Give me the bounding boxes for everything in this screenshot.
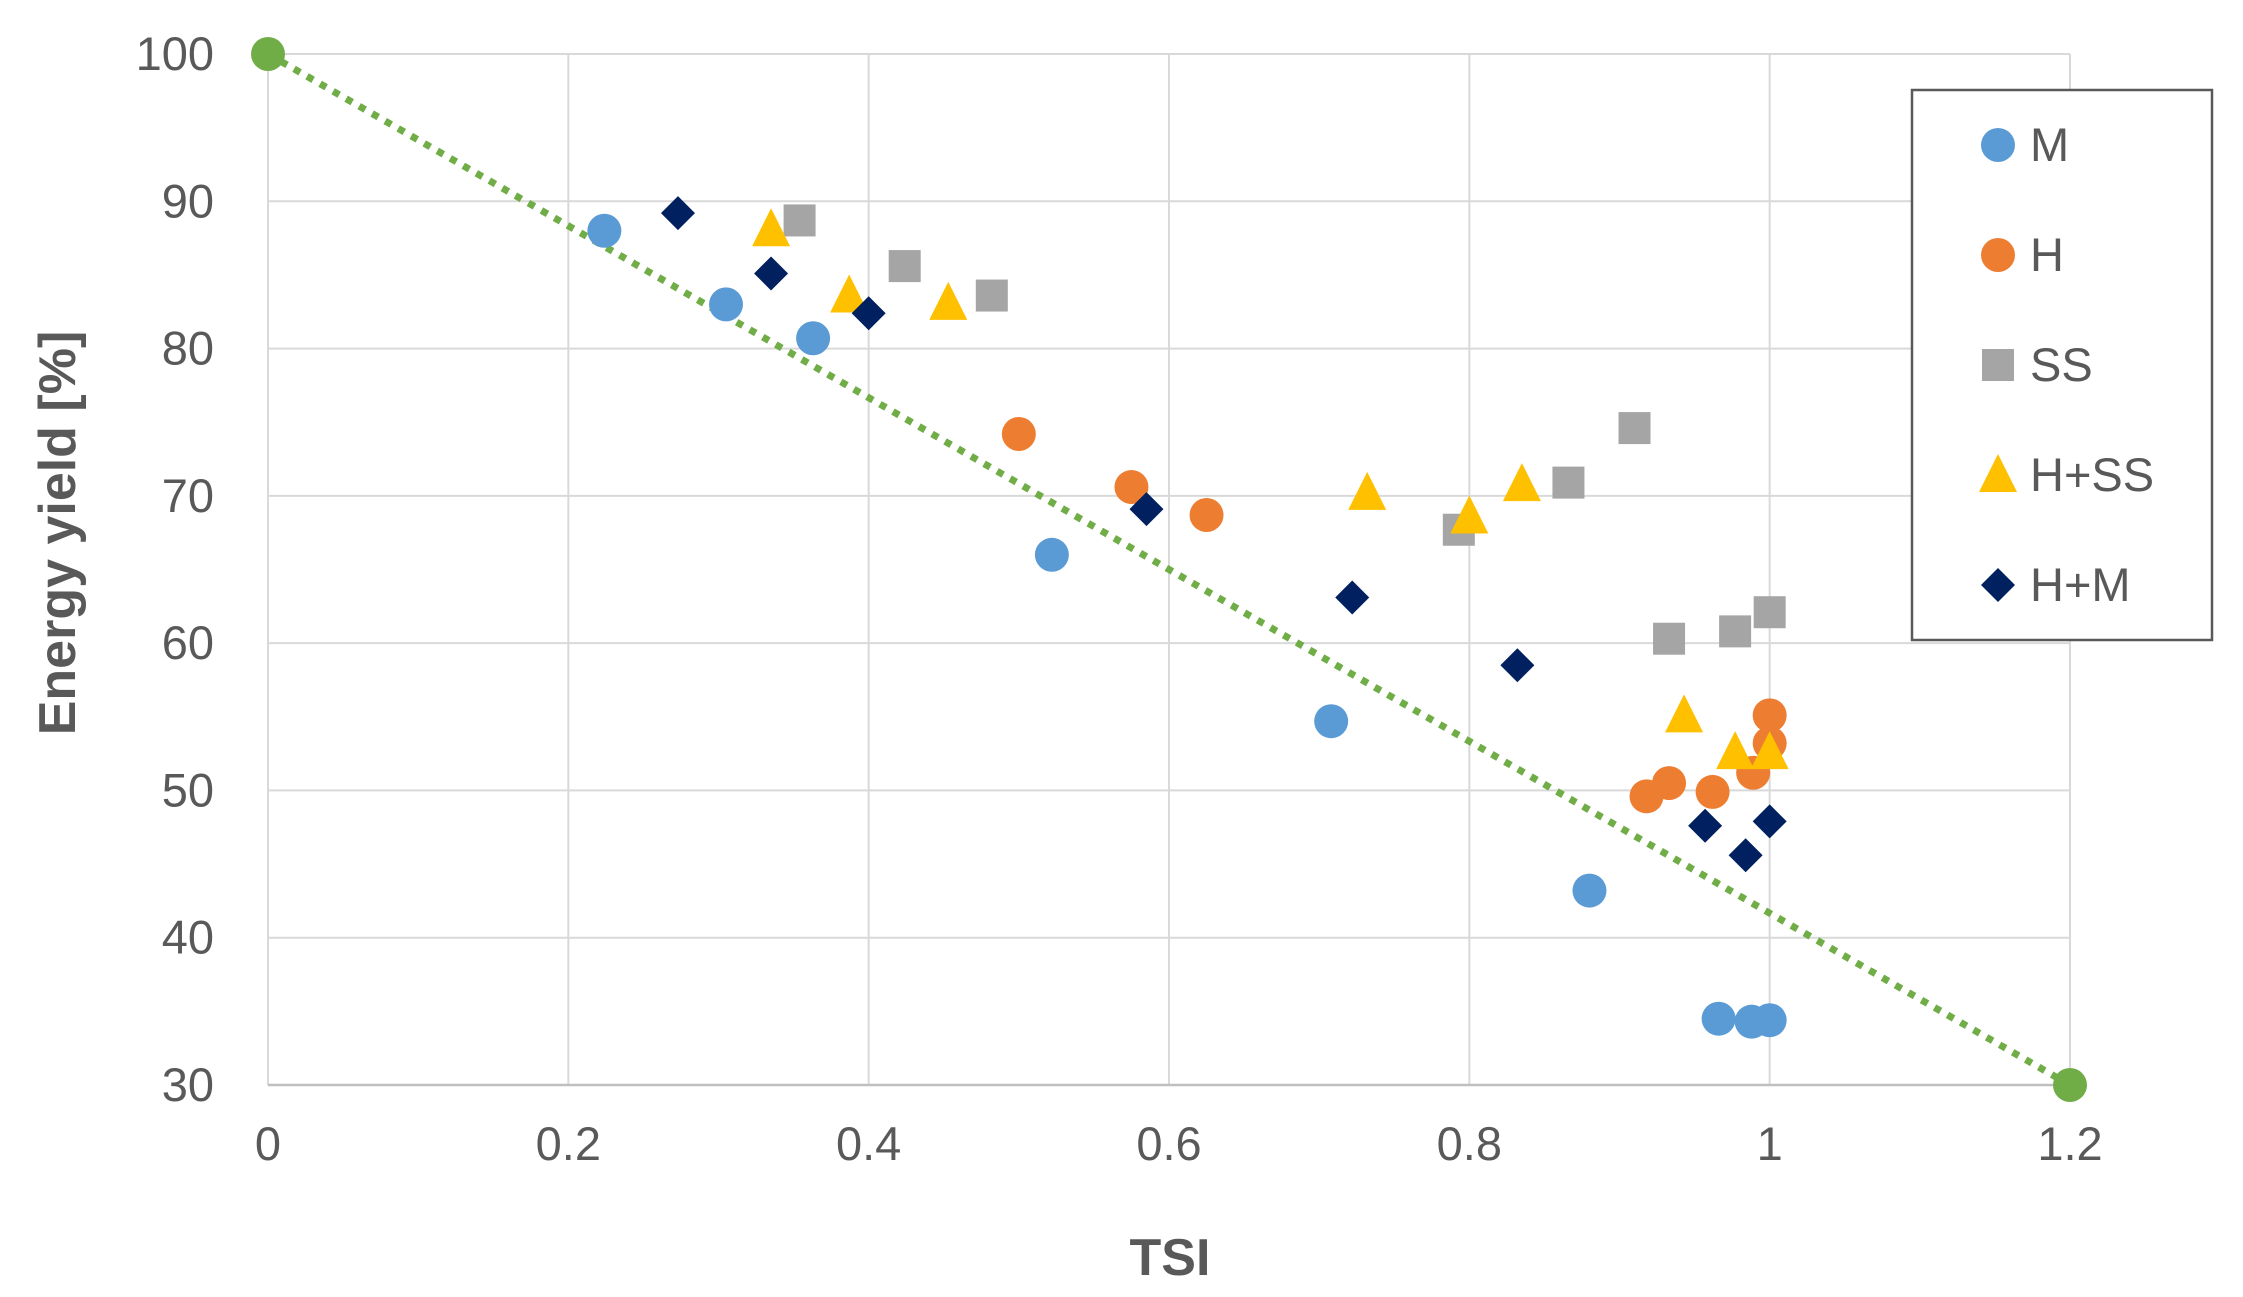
x-tick-label: 1 — [1757, 1117, 1783, 1170]
y-tick-label: 50 — [162, 763, 214, 816]
point-ss — [1753, 596, 1786, 629]
x-tick-label: 0 — [255, 1117, 281, 1170]
point-m — [1572, 873, 1607, 908]
legend: M H SS H+SS H+M — [1910, 88, 2214, 642]
point-h-plus-m — [1728, 838, 1763, 873]
point-h-plus-m — [1335, 580, 1370, 615]
y-tick-label: 60 — [162, 616, 214, 669]
trendline-endpoint — [251, 37, 285, 71]
point-h — [1001, 416, 1036, 451]
y-tick-label: 70 — [162, 469, 214, 522]
point-h-plus-ss — [1348, 471, 1387, 510]
point-h-plus-m — [851, 296, 886, 331]
point-h-plus-m — [660, 196, 695, 231]
x-tick-label: 0.4 — [836, 1117, 901, 1170]
x-tick-label: 0.2 — [536, 1117, 601, 1170]
point-ss — [975, 279, 1008, 312]
legend-label-h-plus-ss: H+SS — [2030, 448, 2154, 501]
point-h-plus-ss — [1716, 731, 1755, 770]
y-tick-label: 90 — [162, 174, 214, 227]
point-h — [1114, 470, 1149, 505]
point-h-plus-ss — [1502, 463, 1541, 502]
point-h-plus-m — [1500, 648, 1535, 683]
point-m — [1034, 537, 1069, 572]
y-axis-title: Energy yield [%] — [29, 331, 87, 736]
point-h-plus-ss — [830, 274, 869, 313]
trendline — [266, 50, 2072, 1089]
point-h-plus-ss — [752, 208, 791, 247]
legend-marker-ss — [1982, 349, 2014, 381]
point-h-plus-ss — [1450, 495, 1489, 534]
point-m — [1752, 1003, 1787, 1038]
point-m — [587, 213, 622, 248]
legend-marker-h — [1981, 238, 2015, 272]
point-ss — [888, 250, 921, 283]
legend-label-ss: SS — [2030, 338, 2093, 391]
y-tick-label: 100 — [136, 27, 214, 80]
point-h-plus-m — [1129, 492, 1164, 527]
point-m — [1701, 1001, 1736, 1036]
point-h-plus-ss — [1665, 694, 1704, 733]
point-ss — [1618, 412, 1651, 445]
point-ss — [1653, 622, 1686, 655]
point-h — [1752, 698, 1787, 733]
legend-marker-m — [1981, 128, 2015, 162]
data-points — [587, 196, 1789, 1039]
point-h-plus-m — [754, 256, 789, 291]
axes: 0 0.2 0.4 0.6 0.8 1 1.2 30 40 50 60 70 80 90 100 — [136, 27, 2103, 1170]
legend-label-h-plus-m: H+M — [2030, 558, 2131, 611]
point-h — [1695, 774, 1730, 809]
trendline-endpoint — [2053, 1068, 2087, 1102]
point-m — [709, 287, 744, 322]
x-tick-label: 0.8 — [1437, 1117, 1502, 1170]
point-h-plus-m — [1752, 804, 1787, 839]
point-ss — [1719, 615, 1752, 648]
point-h-plus-m — [1688, 808, 1723, 843]
y-tick-label: 80 — [162, 322, 214, 375]
point-h-plus-ss — [1750, 731, 1789, 770]
y-tick-label: 30 — [162, 1058, 214, 1111]
legend-box — [1910, 88, 2214, 642]
point-m — [796, 321, 831, 356]
x-axis-title: TSI — [1130, 1229, 1211, 1287]
point-ss — [1552, 466, 1585, 499]
point-m — [1314, 704, 1349, 739]
legend-marker-h-plus-ss — [1979, 454, 2017, 492]
point-h-plus-ss — [929, 281, 968, 320]
trendline-group — [251, 37, 2087, 1102]
point-ss — [783, 204, 816, 237]
x-tick-label: 0.6 — [1136, 1117, 1201, 1170]
point-h — [1652, 766, 1687, 801]
legend-label-h: H — [2030, 228, 2064, 281]
point-h — [1189, 498, 1224, 533]
y-tick-label: 40 — [162, 911, 214, 964]
legend-label-m: M — [2030, 118, 2069, 171]
gridlines — [267, 53, 2071, 1085]
x-tick-label: 1.2 — [2037, 1117, 2102, 1170]
legend-marker-h-plus-m — [1981, 568, 2015, 602]
